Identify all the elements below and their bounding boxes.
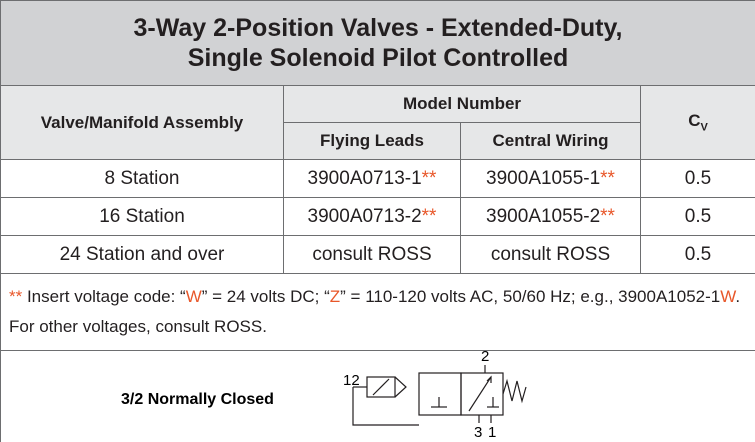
port-label: 2 bbox=[481, 351, 489, 365]
note-text: Z bbox=[329, 287, 341, 306]
valve-symbol: 3/2 Normally Closed 12 2 3 1 bbox=[121, 351, 527, 441]
model-cell: 3900A0713-2** bbox=[283, 197, 461, 236]
voltage-marker: ** bbox=[600, 167, 615, 189]
title: 3-Way 2-Position Valves - Extended-Duty,… bbox=[0, 0, 755, 86]
assembly-cell: 16 Station bbox=[0, 197, 284, 236]
note-text: ” = 24 volts DC; “ bbox=[201, 287, 330, 306]
model-cell: consult ROSS bbox=[460, 235, 641, 274]
model-number: consult ROSS bbox=[312, 243, 432, 265]
model-cell: consult ROSS bbox=[283, 235, 461, 274]
cv-symbol: C bbox=[688, 111, 701, 131]
model-number: 3900A0713-1 bbox=[307, 167, 422, 189]
header-cell: Flying Leads bbox=[283, 122, 461, 160]
note-text: . For other voltages, consult ROSS. bbox=[9, 287, 741, 336]
voltage-marker: ** bbox=[600, 205, 615, 227]
header-cell: CV bbox=[639, 85, 755, 160]
model-cell: 3900A0713-1** bbox=[283, 159, 461, 198]
model-cell: 3900A1055-1** bbox=[460, 159, 641, 198]
voltage-marker: ** bbox=[421, 167, 437, 189]
note-text: W bbox=[185, 287, 202, 306]
cv-cell: 0.5 bbox=[639, 197, 755, 236]
header-cell: Central Wiring bbox=[460, 122, 641, 160]
note-text: Insert voltage code: “ bbox=[22, 287, 186, 306]
note: ** Insert voltage code: “W” = 24 volts D… bbox=[0, 273, 755, 351]
voltage-marker: ** bbox=[421, 205, 437, 227]
row: 24 Station and over consult ROSS consult R… bbox=[0, 235, 755, 274]
diagram-label: 3/2 Normally Closed bbox=[121, 391, 274, 408]
cv-cell: 0.5 bbox=[639, 159, 755, 198]
port-label: 3 bbox=[474, 424, 482, 441]
note-text: W bbox=[720, 287, 736, 306]
row: 8 Station 3900A0713-1** 3900A1055-1** 0.5 bbox=[0, 159, 755, 198]
note-text: ** bbox=[9, 287, 23, 306]
model-number: 3900A1055-1 bbox=[486, 167, 601, 189]
title-line: Single Solenoid Pilot Controlled bbox=[187, 44, 569, 72]
row: 16 Station 3900A0713-2** 3900A1055-2** 0.5 bbox=[0, 197, 755, 236]
model-cell: 3900A1055-2** bbox=[460, 197, 641, 236]
header-cell: Model Number bbox=[283, 85, 641, 123]
symbol-lines bbox=[352, 365, 527, 426]
model-number: 3900A0713-2 bbox=[307, 205, 422, 227]
diagram-cell: 3/2 Normally Closed 12 2 3 1 bbox=[0, 350, 755, 442]
model-number: consult ROSS bbox=[490, 243, 611, 265]
port-label: 12 bbox=[343, 372, 360, 389]
assembly-cell: 24 Station and over bbox=[0, 235, 284, 274]
port-label: 1 bbox=[488, 424, 496, 441]
note-text: ” = 110-120 volts AC, 50/60 Hz; e.g., 39… bbox=[340, 287, 721, 306]
cv-cell: 0.5 bbox=[639, 235, 755, 274]
model-number: 3900A1055-2 bbox=[486, 205, 601, 227]
title-line: 3-Way 2-Position Valves - Extended-Duty, bbox=[133, 14, 623, 42]
rows: 8 Station 3900A0713-1** 3900A1055-1** 0.5 16… bbox=[0, 159, 755, 274]
cv-subscript: V bbox=[700, 121, 708, 134]
assembly-cell: 8 Station bbox=[0, 159, 284, 198]
header-cell: Valve/Manifold Assembly bbox=[0, 85, 284, 160]
